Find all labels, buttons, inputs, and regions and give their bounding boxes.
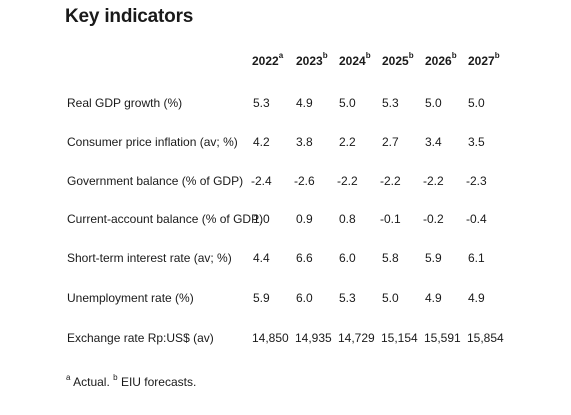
table-cell: 2.7 <box>382 135 399 149</box>
table-cell: -2.2 <box>423 174 444 188</box>
footnote: a Actual. b EIU forecasts. <box>66 373 197 389</box>
table-cell: 15,591 <box>424 331 461 345</box>
row-label-short-term-interest-rate: Short-term interest rate (av; %) <box>67 251 232 265</box>
column-header-2026: 2026b <box>425 51 457 68</box>
table-cell: -0.4 <box>466 212 487 226</box>
table-cell: 14,935 <box>295 331 332 345</box>
column-footnote-mark: b <box>322 51 328 60</box>
table-cell: 6.1 <box>468 251 485 265</box>
table-cell: 1.0 <box>253 212 270 226</box>
column-year: 2025 <box>382 54 409 68</box>
table-cell: 15,154 <box>381 331 418 345</box>
table-cell: 6.0 <box>296 291 313 305</box>
table-cell: 6.6 <box>296 251 313 265</box>
table-cell: 5.0 <box>382 291 399 305</box>
table-cell: -0.1 <box>380 212 401 226</box>
table-cell: 5.9 <box>253 291 270 305</box>
table-cell: 4.9 <box>296 96 313 110</box>
footnote-mark-a: a <box>66 373 71 382</box>
footnote-text-forecasts: EIU forecasts. <box>117 375 197 389</box>
row-label-consumer-price-inflation: Consumer price inflation (av; %) <box>67 135 238 149</box>
column-header-2027: 2027b <box>468 51 500 68</box>
table-cell: 4.9 <box>425 291 442 305</box>
table-cell: 4.2 <box>253 135 270 149</box>
table-cell: 3.8 <box>296 135 313 149</box>
column-year: 2024 <box>339 54 366 68</box>
column-year: 2022 <box>252 54 279 68</box>
table-cell: 5.3 <box>382 96 399 110</box>
row-label-current-account-balance: Current-account balance (% of GDP) <box>67 212 264 226</box>
column-footnote-mark: b <box>451 51 457 60</box>
table-cell: 6.0 <box>339 251 356 265</box>
column-footnote-mark: b <box>365 51 371 60</box>
table-cell: 5.0 <box>468 96 485 110</box>
table-cell: 5.0 <box>339 96 356 110</box>
table-cell: 3.4 <box>425 135 442 149</box>
footnote-mark-b: b <box>113 373 118 382</box>
table-cell: 0.8 <box>339 212 356 226</box>
table-cell: -0.2 <box>423 212 444 226</box>
table-cell: 5.9 <box>425 251 442 265</box>
row-label-real-gdp-growth: Real GDP growth (%) <box>67 96 183 110</box>
column-header-2024: 2024b <box>339 51 371 68</box>
column-footnote-mark: b <box>494 51 500 60</box>
table-cell: 15,854 <box>467 331 504 345</box>
column-footnote-mark: b <box>408 51 414 60</box>
column-year: 2023 <box>296 54 323 68</box>
table-cell: 14,729 <box>338 331 375 345</box>
table-cell: 14,850 <box>252 331 289 345</box>
table-cell: -2.6 <box>294 174 315 188</box>
table-cell: 5.3 <box>339 291 356 305</box>
row-label-unemployment-rate: Unemployment rate (%) <box>67 291 194 305</box>
column-header-2023: 2023b <box>296 51 328 68</box>
row-label-exchange-rate: Exchange rate Rp:US$ (av) <box>67 331 214 345</box>
table-cell: -2.2 <box>380 174 401 188</box>
table-cell: -2.2 <box>337 174 358 188</box>
table-cell: -2.3 <box>466 174 487 188</box>
table-cell: 5.8 <box>382 251 399 265</box>
table-cell: 4.9 <box>468 291 485 305</box>
table-cell: 5.3 <box>253 96 270 110</box>
column-year: 2026 <box>425 54 452 68</box>
footnote-text-actual: Actual. <box>70 375 114 389</box>
table-cell: 3.5 <box>468 135 485 149</box>
column-footnote-mark: a <box>278 51 284 60</box>
table-cell: 2.2 <box>339 135 356 149</box>
table-cell: 4.4 <box>253 251 270 265</box>
table-cell: 5.0 <box>425 96 442 110</box>
page-title: Key indicators <box>65 6 194 27</box>
table-cell: 0.9 <box>296 212 313 226</box>
row-label-government-balance: Government balance (% of GDP) <box>67 174 244 188</box>
table-cell: -2.4 <box>251 174 272 188</box>
column-header-2022: 2022a <box>252 51 284 68</box>
column-header-2025: 2025b <box>382 51 414 68</box>
column-year: 2027 <box>468 54 495 68</box>
